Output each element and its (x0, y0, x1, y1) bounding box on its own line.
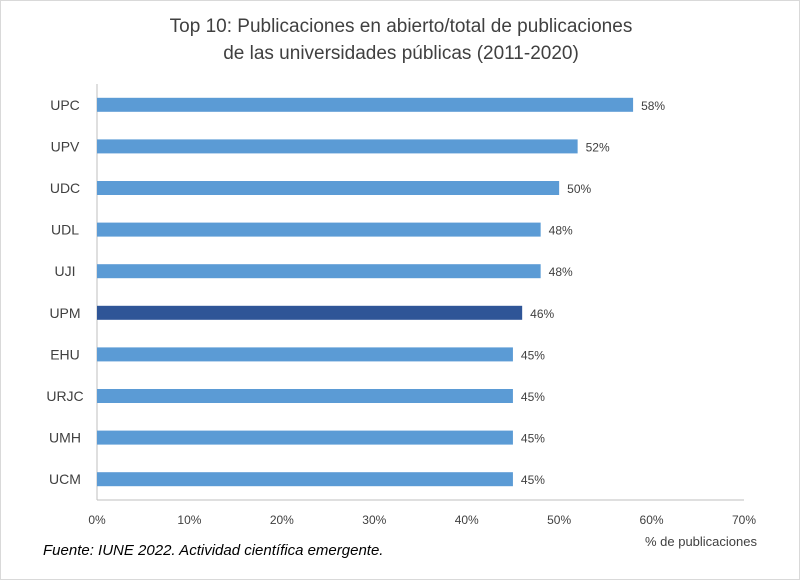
data-label: 48% (549, 224, 573, 238)
bar-ucm (97, 472, 513, 487)
x-tick-label: 10% (177, 513, 201, 527)
bar-upc (97, 97, 634, 112)
category-label: UPV (51, 138, 80, 154)
x-tick-label: 60% (640, 513, 664, 527)
bar-upm (97, 305, 523, 320)
bar-upv (97, 139, 578, 154)
x-tick-label: 50% (547, 513, 571, 527)
data-label: 52% (586, 140, 610, 154)
category-label: UDC (50, 180, 80, 196)
category-label: UJI (55, 263, 76, 279)
data-label: 48% (549, 265, 573, 279)
bar-udc (97, 181, 560, 195)
x-tick-label: 0% (88, 513, 106, 527)
bar-umh (97, 430, 513, 445)
x-axis-label: % de publicaciones (645, 534, 758, 549)
bar-udl (97, 222, 541, 237)
chart-title: Top 10: Publicaciones en abierto/total d… (1, 13, 799, 67)
x-tick-label: 20% (270, 513, 294, 527)
x-tick-label: 70% (732, 513, 756, 527)
bar-uji (97, 264, 541, 279)
data-label: 45% (521, 473, 545, 487)
bar-urjc (97, 389, 513, 403)
data-label: 46% (530, 307, 554, 321)
category-label: UPC (50, 97, 80, 113)
category-label: UCM (49, 471, 81, 487)
category-label: UPM (49, 305, 80, 321)
x-tick-label: 30% (362, 513, 386, 527)
chart-title-line-2: de las universidades públicas (2011-2020… (223, 43, 579, 64)
category-label: UDL (51, 222, 79, 238)
category-label: URJC (46, 388, 83, 404)
bar-ehu (97, 347, 513, 362)
chart-title-line-1: Top 10: Publicaciones en abierto/total d… (169, 16, 633, 37)
data-label: 45% (521, 432, 545, 446)
category-label: EHU (50, 346, 80, 362)
data-label: 50% (567, 182, 591, 196)
source-note: Fuente: IUNE 2022. Actividad científica … (43, 542, 384, 559)
category-label: UMH (49, 430, 81, 446)
data-label: 58% (641, 99, 665, 113)
x-tick-label: 40% (455, 513, 479, 527)
data-label: 45% (521, 390, 545, 404)
data-label: 45% (521, 348, 545, 362)
